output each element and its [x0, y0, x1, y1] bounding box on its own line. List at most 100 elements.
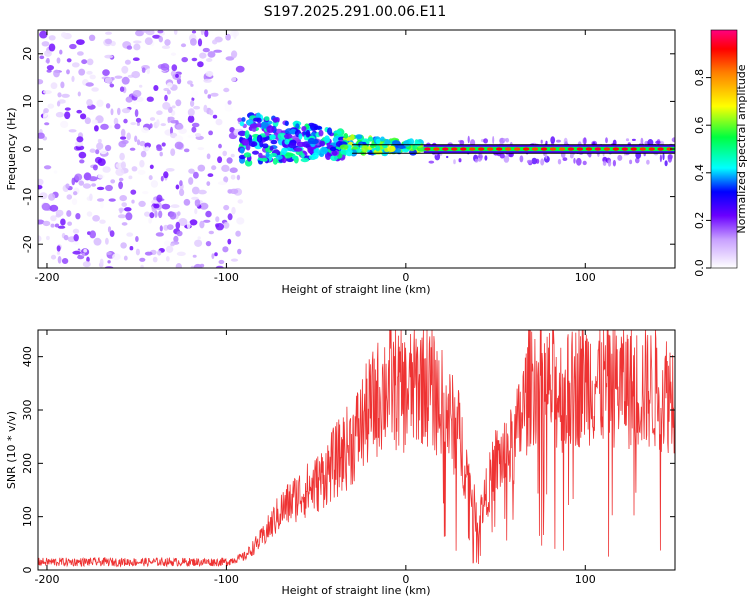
spectrogram-noise-blob [57, 92, 62, 98]
spectrogram-noise-blob [73, 241, 80, 245]
spectrogram-tone-blob [269, 152, 278, 158]
spectrogram-noise-blob [199, 263, 205, 268]
spectrogram-noise-blob [156, 194, 163, 203]
spectrogram-noise-blob [176, 230, 183, 237]
snr-xlabel: Height of straight line (km) [281, 584, 430, 597]
spectrogram-noise-blob [197, 147, 205, 151]
spectrogram-noise-blob [89, 74, 96, 80]
spectrogram-noise-blob [121, 202, 127, 208]
spectrogram-speckle [499, 153, 505, 159]
spectrogram-noise-blob [230, 153, 235, 158]
spectrogram-noise-blob [170, 148, 176, 156]
spectrogram-noise-blob [227, 238, 232, 245]
spectrogram-noise-blob [59, 49, 63, 55]
spectrogram-noise-blob [50, 82, 58, 90]
spectrogram-tone-blob [367, 136, 374, 142]
spectrogram-noise-blob [38, 178, 44, 186]
snr-ytick-label: 0 [21, 567, 34, 574]
spectrogram-noise-blob [57, 225, 66, 229]
spectrogram-tone-blob [330, 155, 338, 162]
snr-xtick-label: 100 [575, 573, 596, 586]
spectrogram-noise-blob [199, 220, 205, 229]
snr-frame [37, 329, 676, 571]
spectrogram-noise-blob [77, 91, 81, 97]
colorbar-tick-label: 0.0 [693, 259, 706, 277]
carrier-peak [594, 147, 601, 151]
spectrogram-noise-blob [225, 56, 235, 61]
spectrogram-noise-blob [152, 34, 161, 39]
spectrogram-noise-blob [229, 188, 239, 194]
spectrogram-noise-blob [175, 184, 180, 190]
spectrogram-noise-blob [191, 186, 200, 195]
spectrogram-noise-blob [194, 239, 203, 247]
spectrogram-noise-blob [84, 117, 91, 125]
spectrogram-noise-blob [229, 167, 238, 173]
spectrogram-noise-blob [170, 52, 177, 56]
spectrogram-noise-blob [179, 188, 185, 197]
spectrogram-speckle [602, 160, 607, 166]
spectrogram-noise-blob [165, 255, 170, 262]
spectrogram-noise-blob [193, 171, 199, 179]
spectrogram-noise-blob [115, 168, 125, 176]
spectrogram-noise-blob [46, 57, 50, 64]
spectrogram-ylabel: Frequency (Hz) [5, 108, 18, 191]
spectrogram-tone-blob [288, 142, 297, 149]
spectrogram-noise-blob [124, 59, 131, 65]
spectrogram-tone-blob [375, 145, 381, 152]
spectrogram-tone-blob [284, 138, 290, 145]
spectrogram-noise-blob [160, 63, 170, 71]
colorbar-tick-label: 0.6 [693, 116, 706, 134]
spectrogram-noise-blob [231, 77, 237, 82]
spectrogram-noise-blob [225, 33, 231, 41]
spectrogram-noise-blob [218, 143, 222, 149]
spectrogram-tone-blob [408, 138, 415, 146]
carrier-peak [576, 147, 584, 151]
spectrogram-noise-blob [128, 175, 133, 180]
spectrogram-noise-blob [171, 64, 178, 72]
spectrogram-noise-blob [132, 90, 142, 98]
spectrogram-noise-blob [145, 30, 155, 36]
carrier-peak [648, 147, 655, 151]
spectrogram-noise-blob [194, 198, 201, 207]
spectrogram-noise-blob [181, 57, 188, 63]
spectrogram-noise-blob [126, 232, 134, 237]
spectrogram-noise-blob [110, 108, 114, 116]
spectrogram-tone-blob [370, 143, 375, 148]
spectrogram-noise-blob [204, 89, 208, 95]
spectrogram-noise-blob [53, 170, 58, 174]
carrier-peak [451, 147, 458, 151]
spectrogram-noise-blob [92, 215, 100, 222]
spectrogram-noise-blob [166, 224, 174, 231]
spectrogram-noise-blob [150, 180, 159, 188]
spectrogram-noise-blob [144, 251, 153, 256]
spectrogram-xtick-label: 100 [575, 271, 596, 284]
spectrogram-noise-blob [164, 39, 171, 46]
spectrogram-noise-blob [144, 37, 153, 45]
colorbar-ticks: 0.0 0.2 0.4 0.6 0.8 [693, 69, 711, 277]
spectrogram-tone-blob [252, 150, 259, 155]
spectrogram-speckle [526, 159, 533, 164]
spectrogram-noise-blob [194, 133, 202, 137]
spectrogram-speckle [576, 157, 582, 166]
carrier-peak [558, 147, 566, 151]
spectrogram-noise-blob [43, 108, 49, 114]
spectrogram-speckle [531, 157, 538, 165]
spectrogram-noise-blob [154, 210, 158, 218]
spectrogram-noise-blob [66, 194, 73, 200]
spectrogram-noise-blob [114, 75, 123, 79]
spectrogram-noise-blob [39, 30, 48, 39]
spectrogram-noise-blob [47, 103, 55, 109]
spectrogram-noise-blob [99, 219, 106, 224]
spectrogram-noise-blob [86, 211, 93, 217]
spectrogram-noise-blob [125, 212, 133, 221]
spectrogram-speckle [640, 137, 644, 146]
spectrogram-noise-blob [67, 221, 72, 226]
spectrogram-noise-blob [222, 246, 229, 253]
spectrogram-noise-blob [94, 125, 99, 132]
spectrogram-noise-blob [41, 202, 51, 211]
spectrogram-noise-blob [97, 138, 102, 144]
carrier-peak [639, 147, 646, 151]
spectrogram-noise-blob [156, 146, 163, 152]
spectrogram-tone-blob [245, 144, 251, 151]
